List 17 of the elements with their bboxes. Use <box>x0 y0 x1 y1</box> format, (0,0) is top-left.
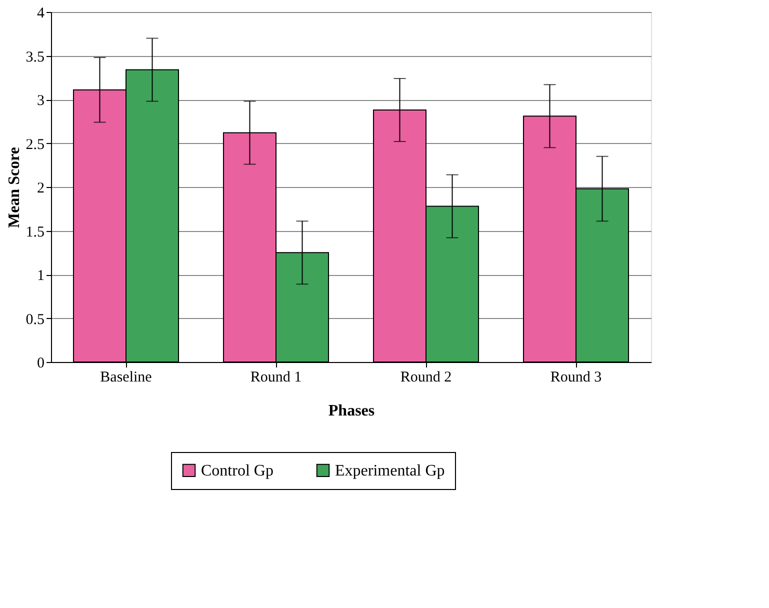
y-tick-label: 2 <box>37 180 44 196</box>
x-tick-label: Round 2 <box>400 370 452 386</box>
y-axis-title: Mean Score <box>6 146 23 228</box>
x-tick-label: Round 3 <box>550 370 602 386</box>
y-tick-label: 1.5 <box>26 224 44 240</box>
x-axis-title: Phases <box>328 402 375 420</box>
legend-label: Experimental Gp <box>335 462 445 480</box>
y-tick-label: 1 <box>37 268 44 284</box>
y-tick-label: 0.5 <box>26 312 44 328</box>
y-tick-label: 0 <box>37 356 44 372</box>
y-tick-label: 4 <box>37 6 45 22</box>
y-tick-label: 3 <box>37 93 44 109</box>
legend-label: Control Gp <box>201 462 274 480</box>
y-tick-label: 2.5 <box>26 136 44 153</box>
y-tick-label: 3.5 <box>26 49 44 66</box>
x-tick-label: Round 1 <box>250 370 302 386</box>
x-tick-label: Baseline <box>100 370 152 386</box>
